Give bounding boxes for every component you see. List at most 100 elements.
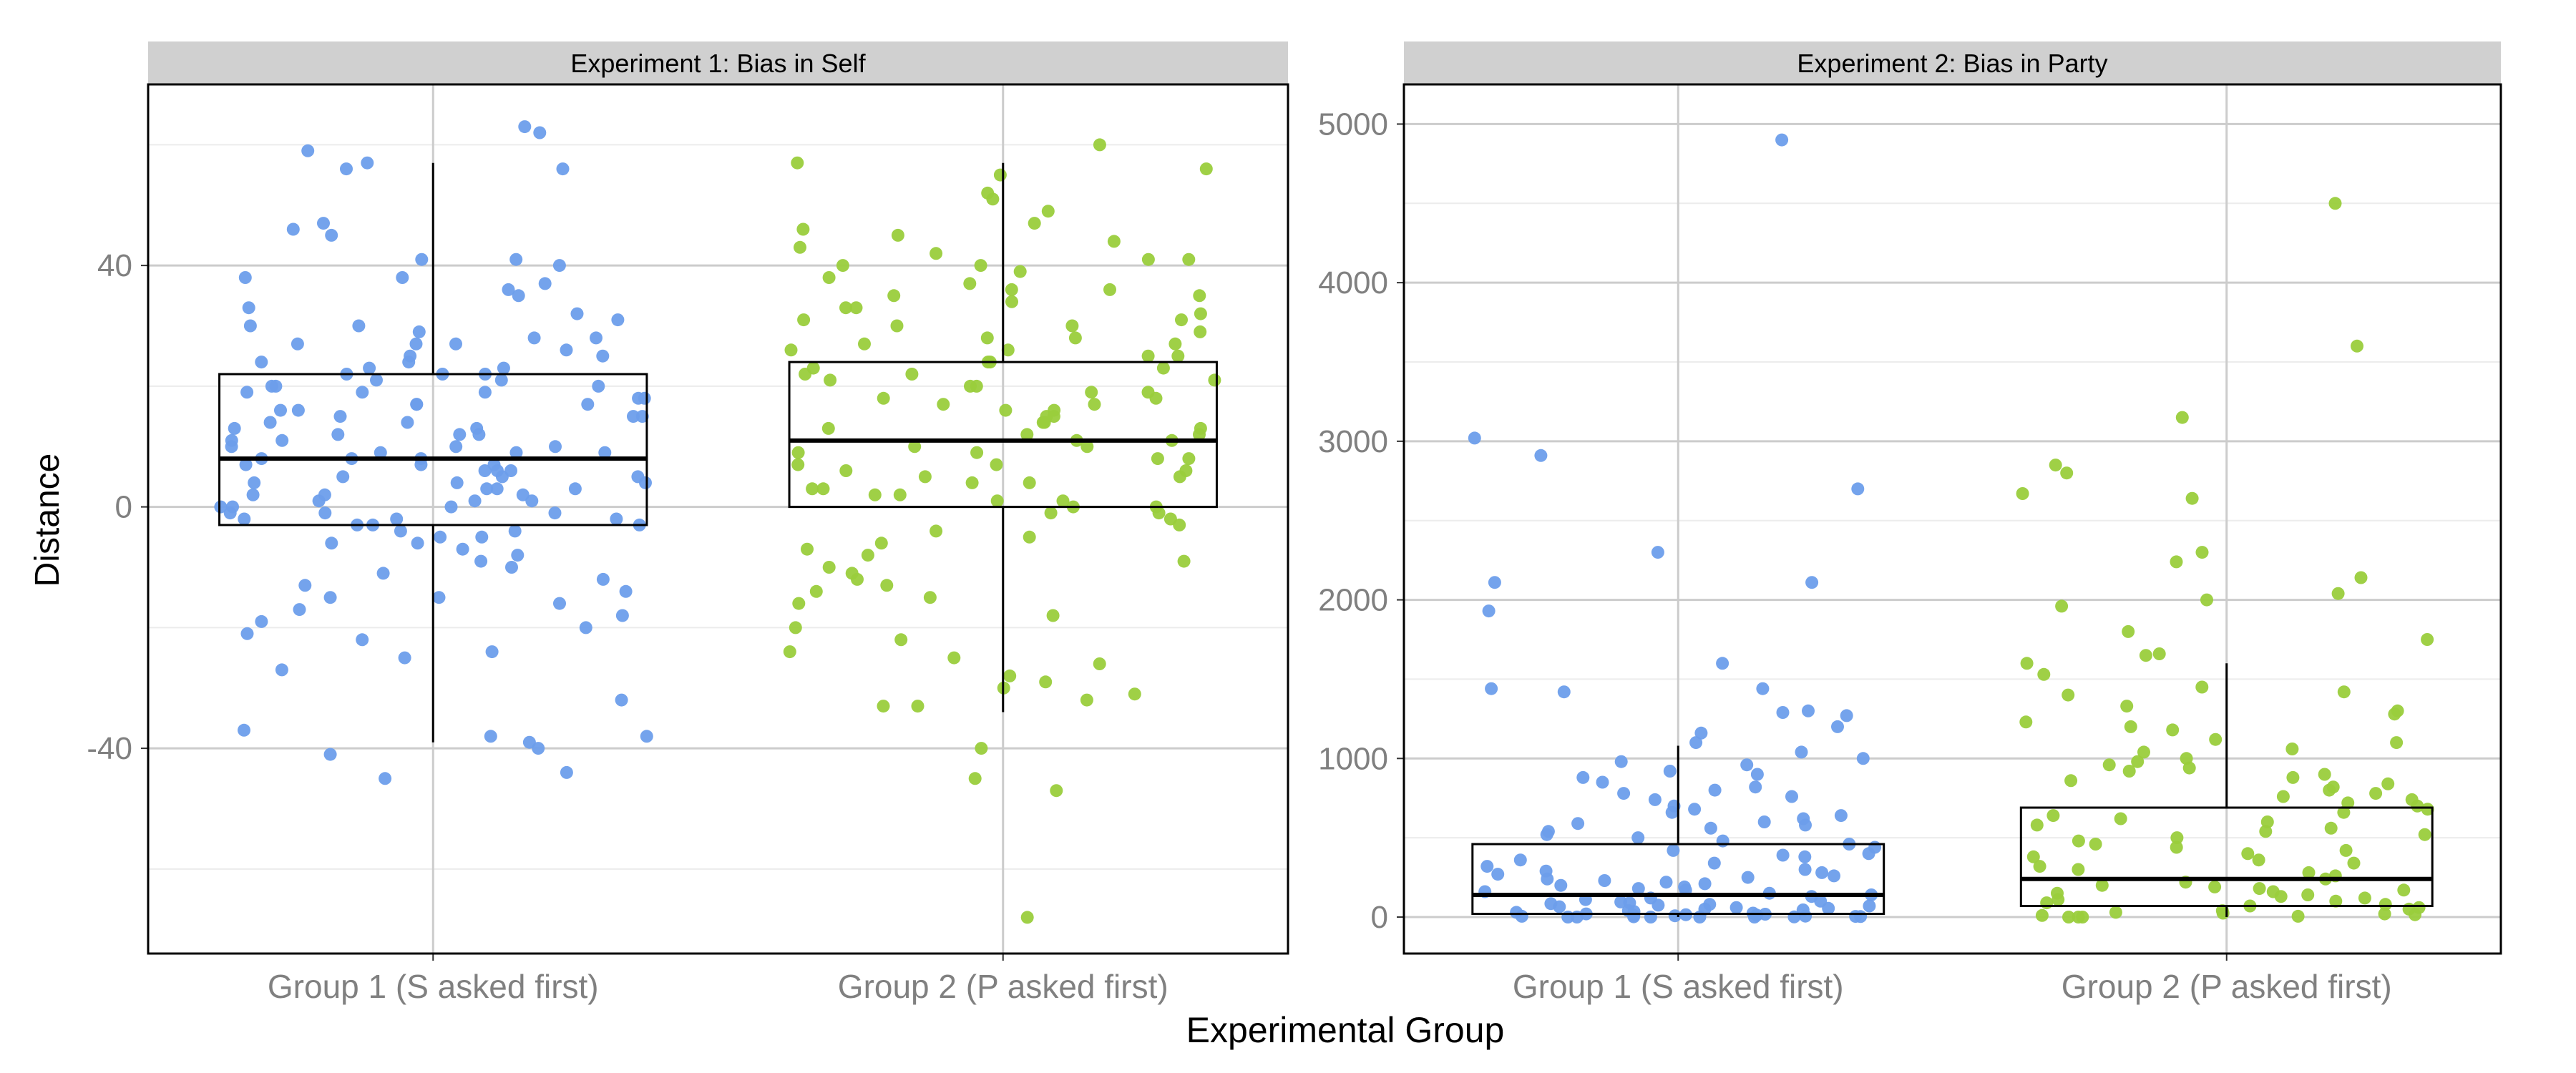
data-point (2381, 777, 2395, 790)
data-point (525, 494, 539, 508)
data-point (248, 476, 261, 489)
data-point (263, 416, 277, 429)
boxplot-2 (788, 162, 1218, 712)
data-point (990, 494, 1004, 508)
data-point (336, 470, 350, 484)
data-point (497, 361, 510, 375)
data-point (1149, 391, 1163, 405)
data-point (2324, 821, 2338, 835)
points-group-1 (214, 120, 653, 785)
data-point (1749, 780, 1762, 794)
data-point (2285, 743, 2299, 755)
data-point (1485, 682, 1498, 695)
data-point (255, 614, 268, 628)
data-point (2019, 715, 2033, 729)
data-point (1093, 657, 1106, 670)
data-point (485, 645, 499, 659)
data-point (791, 446, 805, 459)
data-point (1756, 682, 1770, 695)
data-point (512, 289, 525, 303)
data-point (1693, 911, 1707, 923)
data-point (2051, 893, 2065, 906)
data-point (2122, 765, 2136, 778)
data-point (449, 440, 463, 454)
data-point (2411, 799, 2424, 813)
data-point (2209, 733, 2223, 746)
data-point (635, 410, 649, 423)
data-point (291, 337, 304, 351)
data-point (2241, 847, 2255, 861)
data-point (930, 247, 943, 260)
data-point (449, 337, 462, 351)
data-point (792, 597, 806, 610)
data-point (598, 446, 612, 459)
data-point (1152, 506, 1166, 520)
data-point (990, 458, 1003, 471)
data-point (1080, 440, 1094, 454)
data-point (1173, 470, 1186, 484)
data-point (1688, 803, 1702, 816)
data-point (2170, 555, 2183, 569)
data-point (2089, 838, 2102, 851)
data-point (318, 506, 332, 520)
data-point (1570, 911, 1584, 923)
data-point (1080, 693, 1093, 707)
data-point (484, 730, 497, 743)
data-point (1513, 853, 1527, 867)
data-point (868, 488, 882, 501)
panels: Experiment 1: Bias in Self -40 0 40 Group 1 … (87, 41, 2502, 1005)
data-point (2409, 908, 2421, 921)
data-point (1631, 882, 1645, 896)
data-point (964, 379, 977, 393)
data-point (905, 368, 919, 381)
data-point (887, 289, 901, 303)
data-point (1834, 809, 1848, 823)
data-point (340, 162, 353, 176)
data-point (2049, 459, 2062, 472)
data-point (2072, 834, 2085, 848)
data-point (923, 591, 937, 604)
data-point (1854, 910, 1868, 923)
data-point (619, 584, 633, 598)
data-point (970, 446, 984, 459)
data-point (1046, 609, 1060, 622)
data-point (1665, 805, 1679, 819)
data-point (2328, 197, 2342, 210)
data-point (242, 301, 255, 315)
data-point (880, 579, 894, 592)
data-point (821, 421, 835, 435)
data-point (894, 633, 908, 647)
data-point (2347, 856, 2361, 870)
data-point (2195, 680, 2209, 694)
boxplot-2 (2019, 663, 2434, 918)
data-point (947, 651, 961, 665)
data-point (596, 572, 610, 586)
data-point (592, 379, 605, 393)
data-point (275, 663, 288, 677)
data-point (930, 524, 943, 538)
data-point (401, 416, 414, 429)
data-point (1828, 869, 1840, 883)
data-point (2062, 911, 2075, 923)
data-point (2016, 487, 2029, 500)
data-point (2064, 774, 2078, 788)
data-point (2046, 809, 2060, 823)
data-point (794, 240, 806, 254)
data-point (1614, 755, 1628, 768)
data-point (1171, 349, 1185, 363)
data-point (509, 446, 523, 459)
data-point (809, 584, 823, 598)
data-point (1716, 834, 1729, 848)
x-tick-label: Group 2 (P asked first) (838, 968, 1169, 1005)
data-point (1785, 790, 1798, 803)
data-point (1863, 899, 1876, 913)
y-tick-label: 4000 (1318, 265, 1388, 300)
data-point (2252, 853, 2265, 867)
data-point (293, 603, 306, 617)
data-point (890, 319, 904, 333)
y-tick-label: 5000 (1318, 107, 1388, 142)
data-point (1576, 770, 1590, 784)
box (1471, 843, 1885, 916)
data-point (1775, 133, 1789, 147)
data-point (323, 591, 337, 604)
